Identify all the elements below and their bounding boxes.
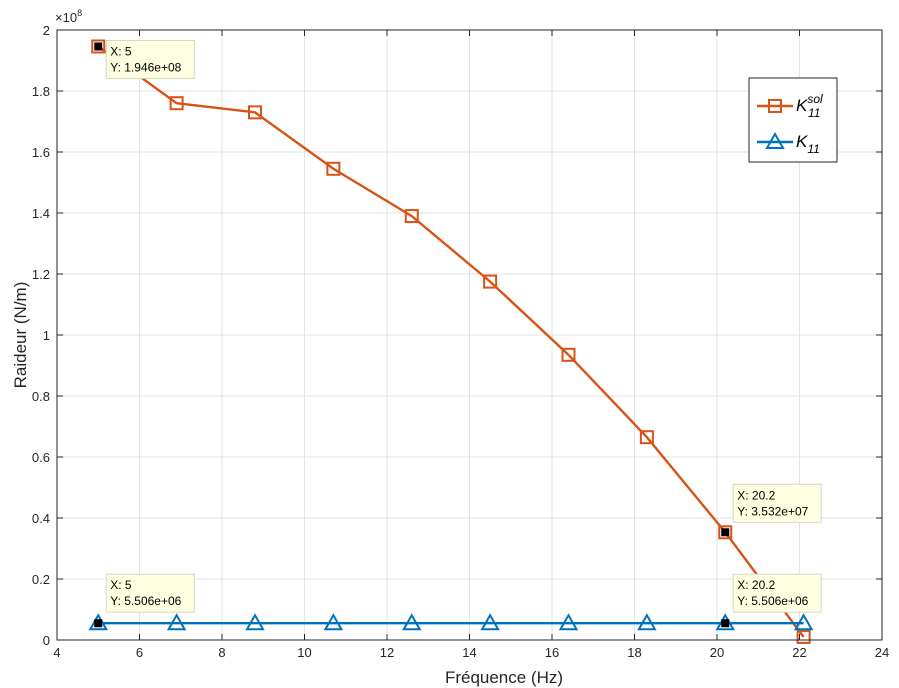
data-point bbox=[166, 613, 187, 631]
legend-marker-0 bbox=[768, 99, 782, 113]
legend-box bbox=[748, 77, 838, 163]
series-line-0 bbox=[97, 45, 805, 638]
y-tick-label: 1.2 bbox=[32, 267, 50, 282]
legend-label-sub: 11 bbox=[808, 106, 820, 120]
datatip-box bbox=[105, 39, 195, 79]
y-tick-label: 0.4 bbox=[32, 511, 50, 526]
x-tick-label: 16 bbox=[545, 645, 559, 660]
series-lines bbox=[97, 45, 805, 638]
datatip: X: 5 Y: 1.946e+08 bbox=[94, 39, 195, 79]
datatips: X: 5 Y: 1.946e+08 X: 20.2 Y: 3.532e+07 X: 5 Y… bbox=[94, 39, 822, 628]
legend-label-1: K11 bbox=[796, 132, 820, 156]
y-tick-label: 0 bbox=[43, 633, 50, 648]
datatip-x-text: X: 5 bbox=[110, 578, 132, 592]
data-point bbox=[718, 525, 733, 540]
data-point bbox=[404, 209, 419, 224]
x-tick-label: 22 bbox=[792, 645, 806, 660]
x-tick-label: 10 bbox=[297, 645, 311, 660]
datatip: X: 20.2 Y: 5.506e+06 bbox=[721, 573, 822, 628]
legend-label-main: K bbox=[796, 96, 808, 115]
datatip-marker bbox=[721, 619, 730, 628]
x-tick-label: 8 bbox=[218, 645, 225, 660]
data-point bbox=[483, 274, 498, 289]
x-tick-label: 12 bbox=[380, 645, 394, 660]
datatip-box bbox=[732, 573, 822, 613]
x-axis-label: Fréquence (Hz) bbox=[445, 668, 563, 687]
data-point bbox=[639, 430, 654, 445]
data-point bbox=[326, 161, 341, 176]
y-tick-label: 1.6 bbox=[32, 145, 50, 160]
y-tick-label: 1.4 bbox=[32, 206, 50, 221]
axis-ticks: 4 6 8 10 12 14 16 18 20 22 24 0 0.2 0.4 0.6 0.8 1 1.2 1.4 1… bbox=[32, 23, 889, 660]
datatip-marker bbox=[94, 619, 103, 628]
data-point bbox=[91, 39, 106, 54]
datatip-box bbox=[105, 573, 195, 613]
legend-label-0: Ksol 11 bbox=[796, 92, 823, 120]
datatip-y-text: Y: 1.946e+08 bbox=[110, 60, 181, 74]
datatip-x-text: X: 20.2 bbox=[737, 488, 775, 502]
data-point bbox=[796, 629, 811, 644]
data-point bbox=[169, 96, 184, 111]
datatip-marker bbox=[721, 528, 730, 537]
y-axis-label: Raideur (N/m) bbox=[11, 282, 30, 389]
data-point bbox=[480, 613, 500, 631]
legend-marker-1 bbox=[765, 131, 785, 149]
data-point bbox=[558, 613, 579, 631]
legend-label-main: K bbox=[796, 132, 808, 151]
data-point bbox=[637, 613, 657, 631]
legend-label-sub: 11 bbox=[807, 142, 819, 156]
x-tick-label: 24 bbox=[875, 645, 889, 660]
datatip: X: 5 Y: 5.506e+06 bbox=[94, 573, 195, 628]
datatip-x-text: X: 20.2 bbox=[737, 578, 775, 592]
data-point bbox=[248, 105, 262, 120]
legend-label-sup: sol bbox=[807, 92, 823, 106]
y-tick-label: 1 bbox=[43, 328, 50, 343]
x-tick-label: 4 bbox=[53, 645, 60, 660]
datatip-box bbox=[732, 483, 822, 523]
datatip-y-text: Y: 5.506e+06 bbox=[737, 594, 808, 608]
y-tick-label: 0.6 bbox=[32, 450, 50, 465]
datatip: X: 20.2 Y: 3.532e+07 bbox=[721, 483, 822, 537]
datatip-y-text: Y: 3.532e+07 bbox=[737, 504, 808, 518]
x-tick-label: 18 bbox=[627, 645, 641, 660]
series-markers bbox=[88, 39, 814, 644]
y-exponent-power: 8 bbox=[77, 8, 82, 18]
x-tick-label: 20 bbox=[710, 645, 724, 660]
data-point bbox=[793, 613, 814, 631]
data-point bbox=[561, 347, 576, 362]
datatip-x-text: X: 5 bbox=[110, 44, 132, 58]
datatip-marker bbox=[94, 42, 103, 51]
x-tick-label: 6 bbox=[136, 645, 143, 660]
y-tick-label: 2 bbox=[43, 23, 50, 38]
data-point bbox=[245, 613, 265, 631]
y-tick-label: 0.2 bbox=[32, 572, 50, 587]
x-tick-label: 14 bbox=[462, 645, 476, 660]
data-point bbox=[323, 613, 344, 631]
data-point bbox=[402, 613, 422, 631]
y-tick-label: 1.8 bbox=[32, 84, 50, 99]
datatip-y-text: Y: 5.506e+06 bbox=[110, 594, 181, 608]
y-exponent-base: ×10 bbox=[55, 10, 77, 25]
y-tick-label: 0.8 bbox=[32, 389, 50, 404]
y-exponent-label: ×108 bbox=[55, 8, 82, 25]
